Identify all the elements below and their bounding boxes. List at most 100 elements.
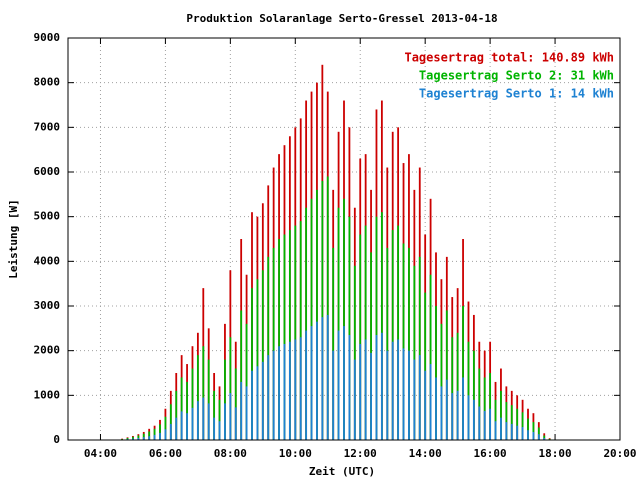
bar	[467, 395, 470, 440]
bar	[261, 361, 264, 440]
bar	[537, 427, 540, 440]
bar	[326, 176, 329, 440]
bar	[148, 436, 151, 440]
bar	[386, 350, 389, 440]
bar	[159, 424, 161, 440]
legend-entry: Tagesertrag total: 140.89 kWh	[404, 51, 614, 65]
bar	[234, 368, 237, 440]
bar	[348, 335, 351, 440]
bar	[364, 339, 367, 440]
bar	[489, 408, 492, 440]
bar	[435, 306, 437, 440]
bar	[364, 225, 367, 440]
bar	[224, 359, 226, 440]
bar	[343, 326, 345, 440]
bar	[494, 399, 497, 440]
bar	[527, 430, 529, 440]
bar	[445, 310, 448, 440]
bar	[159, 432, 161, 440]
bar	[207, 403, 210, 440]
x-tick-label: 18:00	[538, 447, 571, 460]
bar	[251, 288, 253, 440]
bar	[375, 216, 378, 440]
bar	[272, 350, 275, 440]
bar	[456, 390, 459, 440]
bar	[380, 332, 383, 440]
y-tick-label: 2000	[34, 344, 61, 357]
bar	[288, 341, 291, 440]
x-tick-label: 16:00	[474, 447, 507, 460]
plot-frame	[67, 37, 621, 441]
x-tick-label: 14:00	[409, 447, 442, 460]
bar	[353, 359, 356, 440]
bar	[418, 256, 421, 440]
bar	[456, 332, 459, 440]
bar	[229, 337, 232, 440]
bar	[408, 350, 410, 440]
bar	[429, 364, 432, 440]
y-tick-label: 6000	[34, 165, 61, 178]
bar	[288, 230, 291, 440]
bar	[218, 421, 221, 440]
bar	[191, 368, 194, 440]
bar	[489, 373, 492, 440]
bar	[472, 399, 475, 440]
bar	[527, 418, 529, 440]
bar	[483, 410, 486, 440]
bar	[483, 377, 486, 440]
bar	[337, 330, 340, 440]
bar	[169, 423, 172, 440]
bar	[467, 341, 470, 440]
y-tick-label: 3000	[34, 299, 61, 312]
bar	[413, 265, 416, 440]
bar	[370, 252, 372, 440]
bar	[348, 216, 351, 440]
bar	[397, 225, 400, 440]
bar	[478, 368, 481, 440]
bar	[137, 435, 140, 440]
bar	[278, 346, 280, 440]
bar	[207, 359, 210, 440]
y-tick-label: 5000	[34, 210, 61, 223]
bar	[462, 377, 464, 440]
bar	[435, 377, 437, 440]
bar	[510, 405, 513, 440]
bar	[532, 431, 535, 440]
y-tick-label: 9000	[34, 31, 61, 44]
bar	[245, 386, 248, 440]
bar	[429, 274, 432, 440]
bar	[251, 370, 253, 440]
bar	[196, 401, 199, 440]
y-tick-label: 4000	[34, 254, 61, 267]
bar	[169, 404, 172, 440]
bar	[505, 422, 508, 440]
x-axis-label: Zeit (UTC)	[309, 465, 375, 478]
bar	[305, 207, 308, 440]
x-tick-label: 12:00	[344, 447, 377, 460]
bar	[175, 417, 178, 440]
bar	[510, 423, 513, 440]
bar	[148, 431, 151, 440]
bar	[142, 433, 145, 440]
chart-title: Produktion Solaranlage Serto-Gressel 201…	[186, 12, 497, 25]
bar	[299, 337, 302, 440]
x-tick-label: 08:00	[214, 447, 247, 460]
bar	[521, 412, 524, 440]
bar	[424, 292, 427, 440]
bar	[391, 341, 394, 440]
bar	[359, 343, 362, 440]
bar	[191, 407, 194, 440]
bar	[186, 413, 188, 440]
bar	[202, 346, 205, 440]
bar	[537, 434, 540, 440]
bar	[164, 429, 167, 440]
bar	[391, 230, 394, 440]
bar	[321, 180, 324, 440]
bar	[440, 323, 443, 440]
legend-entry: Tagesertrag Serto 1: 14 kWh	[419, 87, 614, 101]
bar	[245, 323, 248, 440]
bar	[224, 403, 226, 440]
bar	[402, 348, 405, 440]
bar	[196, 355, 199, 440]
